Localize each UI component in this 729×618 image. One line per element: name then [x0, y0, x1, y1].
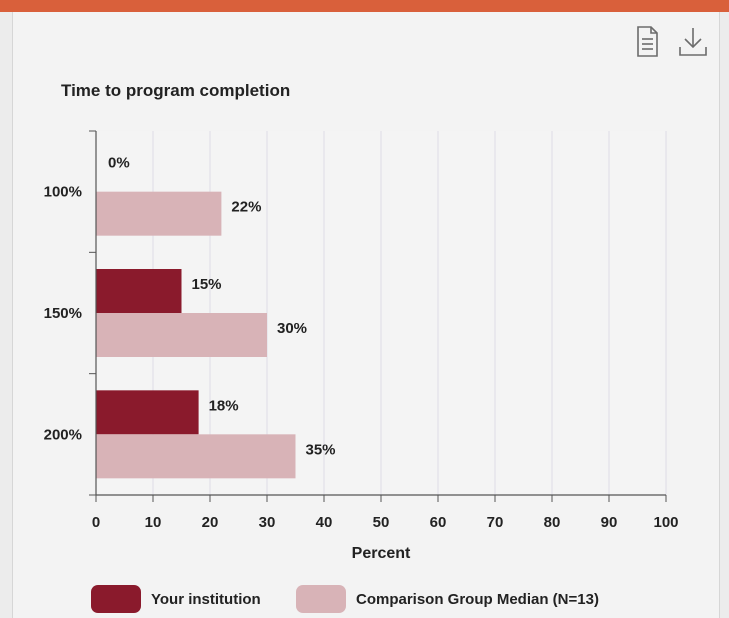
bar-comparison-group	[96, 434, 296, 479]
header-accent-bar	[0, 0, 729, 12]
x-tick-label: 0	[92, 514, 100, 531]
legend-swatch-comparison-group	[296, 585, 346, 613]
bar-your-institution	[96, 269, 182, 313]
y-category-label: 150%	[44, 305, 82, 322]
x-tick-label: 30	[259, 514, 276, 531]
x-tick-label: 50	[373, 514, 390, 531]
x-tick-label: 80	[544, 514, 561, 531]
x-tick-label: 90	[601, 514, 618, 531]
x-tick-label: 60	[430, 514, 447, 531]
x-tick-label: 100	[653, 514, 678, 531]
legend-label-your-institution: Your institution	[151, 590, 261, 608]
legend-label-comparison-group: Comparison Group Median (N=13)	[356, 590, 599, 608]
data-label: 22%	[231, 199, 261, 216]
bar-comparison-group	[96, 191, 222, 236]
x-tick-label: 40	[316, 514, 333, 531]
legend-item-your-institution[interactable]: Your institution	[91, 584, 261, 614]
x-tick-label: 70	[487, 514, 504, 531]
y-category-label: 100%	[44, 184, 82, 201]
data-label: 18%	[209, 397, 239, 414]
legend-swatch-your-institution	[91, 585, 141, 613]
x-tick-label: 20	[202, 514, 219, 531]
data-label: 30%	[277, 320, 307, 337]
chart-title: Time to program completion	[61, 81, 290, 100]
chart: Time to program completion 100% 0% 22% 150%…	[44, 81, 679, 562]
bar-comparison-group	[96, 313, 267, 357]
y-category-label: 200%	[44, 426, 82, 443]
data-label: 35%	[306, 441, 336, 458]
x-tick-label: 10	[145, 514, 162, 531]
download-icon[interactable]	[676, 25, 707, 59]
bar-your-institution	[96, 390, 199, 435]
data-label: 15%	[192, 276, 222, 293]
x-axis-title: Percent	[352, 545, 411, 562]
document-icon[interactable]	[632, 25, 662, 59]
data-label: 0%	[108, 155, 130, 172]
chart-legend: Your institution Comparison Group Median…	[0, 584, 729, 614]
legend-item-comparison-group[interactable]: Comparison Group Median (N=13)	[296, 584, 599, 614]
